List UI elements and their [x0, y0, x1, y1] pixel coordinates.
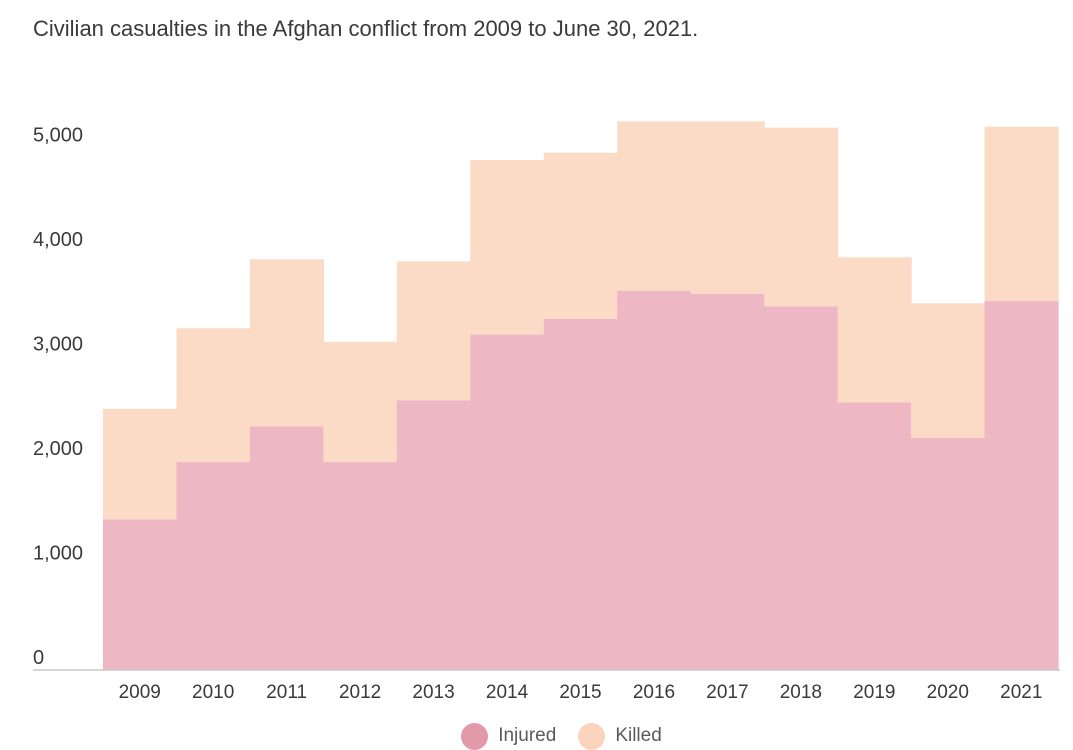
bar-killed-2011[interactable]	[249, 259, 324, 427]
y-tick-label: 1,000	[33, 543, 83, 565]
x-tick-label: 2013	[412, 682, 454, 703]
legend: Injured Killed	[0, 722, 1073, 750]
chart-title: Civilian casualties in the Afghan confli…	[33, 16, 699, 41]
bar-killed-2012[interactable]	[323, 341, 398, 463]
bar-killed-2020[interactable]	[911, 303, 986, 439]
x-tick-label: 2019	[853, 682, 895, 703]
legend-swatch-killed	[578, 722, 606, 750]
bar-injured-2011[interactable]	[249, 426, 324, 670]
bar-killed-2016[interactable]	[617, 121, 692, 291]
y-tick-label: 5,000	[33, 125, 83, 147]
bar-killed-2019[interactable]	[837, 257, 912, 403]
x-tick-label: 2021	[1000, 682, 1042, 703]
x-tick-label: 2009	[119, 682, 161, 703]
x-tick-label: 2014	[486, 682, 529, 703]
y-tick-label: 3,000	[33, 334, 83, 356]
x-tick-label: 2020	[927, 682, 969, 703]
y-tick-label: 4,000	[33, 229, 83, 251]
bar-killed-2018[interactable]	[764, 127, 839, 307]
bar-injured-2018[interactable]	[764, 306, 839, 670]
x-tick-label: 2015	[559, 682, 601, 703]
bar-injured-2009[interactable]	[103, 519, 178, 670]
bar-injured-2013[interactable]	[396, 400, 471, 670]
bar-killed-2015[interactable]	[543, 152, 618, 319]
x-tick-label: 2016	[633, 682, 675, 703]
bar-injured-2021[interactable]	[984, 301, 1059, 670]
legend-item-killed[interactable]: Killed	[578, 722, 662, 750]
x-tick-label: 2011	[266, 682, 307, 703]
bar-killed-2010[interactable]	[176, 328, 251, 463]
bar-injured-2012[interactable]	[323, 462, 398, 670]
y-tick-label: 2,000	[33, 438, 83, 460]
x-tick-label: 2017	[706, 682, 748, 703]
legend-swatch-injured	[461, 722, 489, 750]
legend-label-killed: Killed	[615, 725, 662, 746]
x-axis-ticks: 2009 2010 2011 2012 2013 2014 2015 2016 2017 2018…	[119, 682, 1043, 703]
bar-killed-2021[interactable]	[984, 126, 1059, 302]
x-tick-label: 2018	[780, 682, 822, 703]
bar-injured-2015[interactable]	[543, 318, 618, 670]
bar-injured-2014[interactable]	[470, 334, 545, 670]
x-tick-label: 2010	[192, 682, 234, 703]
bar-injured-2019[interactable]	[837, 402, 912, 670]
y-tick-label: 0	[33, 647, 44, 669]
legend-label-injured: Injured	[498, 725, 557, 746]
bar-killed-2017[interactable]	[690, 121, 765, 294]
y-axis-ticks: 0 1,000 2,000 3,000 4,000 5,000	[33, 125, 83, 670]
bar-killed-2014[interactable]	[470, 160, 545, 335]
x-tick-label: 2012	[339, 682, 381, 703]
bar-injured-2010[interactable]	[176, 462, 251, 670]
legend-item-injured[interactable]: Injured	[461, 722, 557, 750]
bar-injured-2017[interactable]	[690, 293, 765, 670]
bars-layer	[103, 121, 1059, 670]
bar-killed-2013[interactable]	[396, 261, 471, 401]
bar-injured-2020[interactable]	[911, 438, 986, 670]
bar-injured-2016[interactable]	[617, 290, 692, 670]
bar-killed-2009[interactable]	[103, 408, 178, 520]
